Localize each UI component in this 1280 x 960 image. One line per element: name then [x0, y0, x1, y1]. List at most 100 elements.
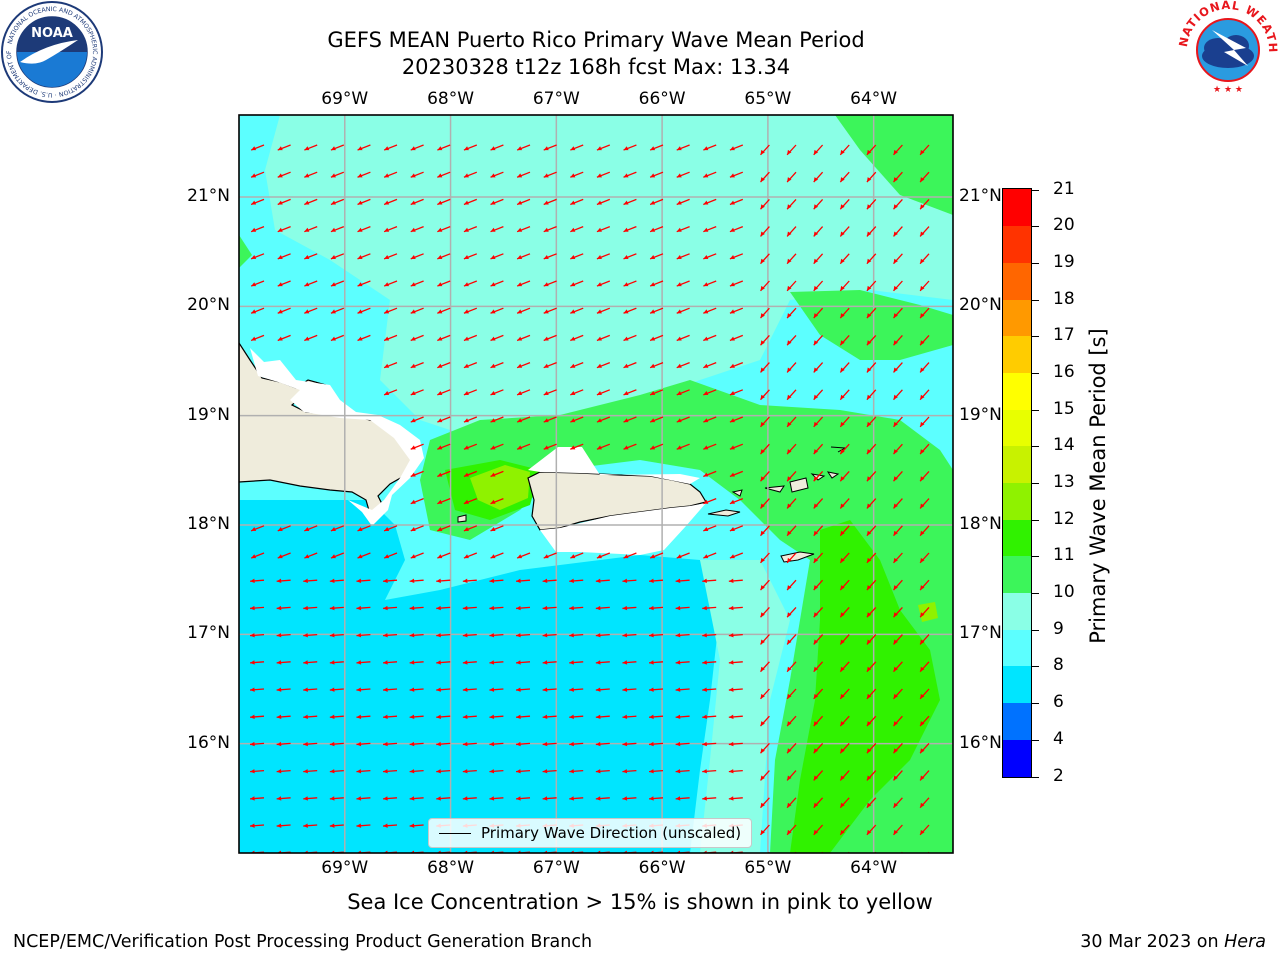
- wave-vector-head: [463, 554, 469, 559]
- wave-vector-head: [303, 605, 308, 611]
- wave-vector-head: [649, 687, 654, 692]
- wave-vector-head: [277, 227, 283, 232]
- colorbar-segment: [1003, 372, 1031, 410]
- wave-vector-head: [304, 227, 310, 232]
- wave-vector-head: [277, 336, 283, 341]
- colorbar-tick-label: 21: [1053, 178, 1075, 199]
- wave-vector-head: [920, 449, 925, 455]
- wave-vector-head: [703, 499, 709, 504]
- wave-vector-head: [383, 823, 388, 828]
- lon-tick-label-bottom: 64°W: [850, 858, 898, 878]
- wave-vector-head: [703, 336, 709, 341]
- wave-vector-head: [649, 741, 654, 747]
- wave-vector-head: [729, 282, 735, 287]
- wave-vector-head: [729, 390, 735, 395]
- wave-vector-head: [893, 394, 898, 400]
- wave-vector-head: [866, 476, 872, 482]
- wave-vector-head: [623, 282, 629, 287]
- period-field-10-11-ne: [790, 290, 953, 360]
- wave-vector-head: [356, 605, 362, 611]
- wave-vector-head: [569, 687, 574, 692]
- wave-vector-head: [893, 177, 898, 183]
- wave-vector-head: [251, 173, 257, 178]
- wave-vector-head: [622, 741, 628, 747]
- wave-vector-head: [596, 227, 602, 232]
- wave-vector-head: [250, 796, 255, 801]
- wave-vector-head: [517, 390, 523, 395]
- wave-vector-head: [676, 173, 682, 178]
- wave-vector-head: [330, 146, 336, 151]
- wave-vector-head: [462, 605, 468, 611]
- wave-vector-head: [463, 254, 469, 259]
- wave-vector-head: [703, 254, 709, 259]
- wave-vector-head: [570, 554, 576, 559]
- wave-vector-head: [893, 666, 898, 672]
- wave-vector-head: [622, 605, 628, 611]
- wave-vector-head: [596, 363, 602, 368]
- wave-vector-head: [866, 639, 872, 645]
- wave-vector-head: [893, 285, 898, 291]
- wave-vector-head: [384, 173, 390, 178]
- colorbar-tick-mark: [1032, 776, 1039, 778]
- wave-vector-head: [893, 503, 898, 509]
- wave-vector-head: [329, 605, 335, 611]
- wave-vector-head: [462, 714, 468, 720]
- wave-vector-head: [787, 503, 792, 509]
- wave-vector-head: [893, 367, 898, 373]
- wave-vector-head: [622, 578, 628, 584]
- wave-vector-head: [356, 714, 362, 720]
- wave-vector-head: [866, 829, 872, 835]
- wave-vector-head: [866, 557, 872, 563]
- colorbar-segment: [1003, 665, 1031, 704]
- wave-vector-head: [462, 741, 468, 747]
- wave-vector-head: [277, 282, 283, 287]
- wave-vector-head: [303, 687, 308, 692]
- colorbar-tick-mark: [1032, 629, 1039, 631]
- wave-vector-head: [840, 231, 845, 237]
- wave-vector-head: [787, 367, 792, 373]
- colorbar-tick-mark: [1032, 483, 1039, 484]
- wave-vector-head: [650, 146, 656, 151]
- wave-vector-head: [787, 639, 792, 645]
- footer-date-text: 30 Mar 2023 on: [1080, 932, 1219, 952]
- wave-vector-head: [893, 530, 898, 536]
- colorbar-segment: [1003, 629, 1031, 667]
- wave-vector-head: [650, 418, 656, 423]
- wave-vector-head: [410, 390, 416, 395]
- wave-vector-head: [676, 390, 682, 395]
- wave-vector-head: [384, 146, 390, 151]
- wave-vector-head: [650, 390, 656, 395]
- wave-vector-head: [276, 714, 282, 720]
- wave-vector-head: [570, 363, 576, 368]
- sea-ice-footnote: Sea Ice Concentration > 15% is shown in …: [347, 890, 933, 914]
- wave-vector-head: [920, 612, 925, 618]
- wave-vector-head: [490, 282, 496, 287]
- wave-vector-head: [866, 394, 872, 400]
- colorbar-tick-label: 19: [1053, 251, 1075, 272]
- wave-vector-head: [649, 714, 654, 720]
- wave-vector-head: [329, 633, 335, 638]
- wave-vector-head: [542, 714, 548, 720]
- wave-vector-head: [675, 578, 681, 584]
- wave-vector-head: [330, 227, 336, 232]
- wave-vector-head: [787, 149, 792, 155]
- wave-vector-head: [383, 796, 388, 801]
- wave-vector-head: [570, 336, 576, 341]
- lon-tick-label-top: 69°W: [321, 89, 369, 109]
- wave-vector-head: [251, 146, 257, 151]
- wave-vector-head: [893, 775, 898, 781]
- wave-vector-head: [462, 660, 468, 665]
- wave-vector-head: [920, 177, 925, 183]
- wave-vector-head: [357, 554, 363, 559]
- wave-vector-head: [703, 227, 709, 232]
- wave-vector-head: [277, 254, 283, 259]
- wave-vector-head: [543, 390, 549, 395]
- wave-vector-head: [760, 394, 765, 400]
- wave-vector-head: [356, 687, 362, 692]
- wave-vector-head: [649, 660, 654, 665]
- wave-vector-head: [728, 714, 734, 720]
- wave-vector-head: [920, 721, 925, 727]
- wave-vector-head: [516, 605, 521, 611]
- wave-vector-head: [675, 687, 681, 692]
- wave-vector-head: [277, 173, 283, 178]
